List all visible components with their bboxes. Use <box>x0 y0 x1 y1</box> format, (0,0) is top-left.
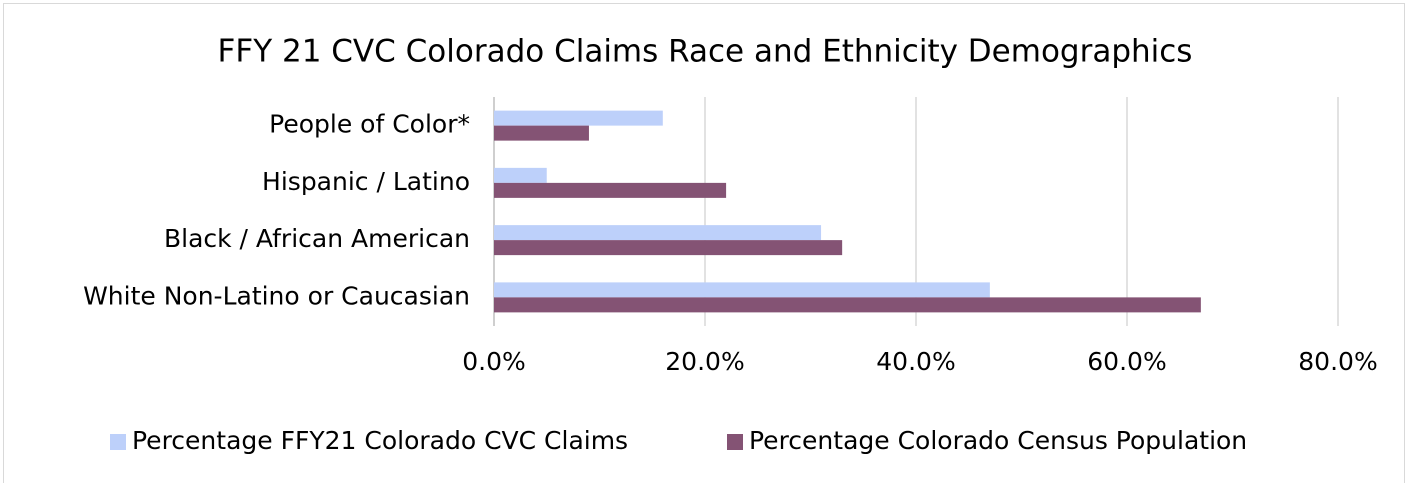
bar <box>494 110 663 126</box>
bar <box>494 240 843 256</box>
y-tick-label: Black / African American <box>164 224 470 253</box>
legend-label: Percentage FFY21 Colorado CVC Claims <box>132 426 628 455</box>
x-tick-label: 20.0% <box>665 347 744 376</box>
bar <box>494 225 822 241</box>
x-tick-label: 40.0% <box>876 347 955 376</box>
x-tick-label: 60.0% <box>1087 347 1166 376</box>
y-tick-label: Hispanic / Latino <box>262 167 470 196</box>
y-tick-label: White Non-Latino or Caucasian <box>83 281 470 310</box>
bar <box>494 297 1201 313</box>
legend-swatch <box>727 434 743 450</box>
legend-swatch <box>110 434 126 450</box>
x-tick-label: 80.0% <box>1298 347 1377 376</box>
y-tick-label: People of Color* <box>269 110 470 139</box>
bar <box>494 182 727 198</box>
x-tick-label: 0.0% <box>462 347 526 376</box>
legend-label: Percentage Colorado Census Population <box>749 426 1247 455</box>
bar <box>494 125 589 141</box>
bar <box>494 167 547 183</box>
chart-title: FFY 21 CVC Colorado Claims Race and Ethn… <box>218 34 1193 70</box>
bar <box>494 282 990 298</box>
